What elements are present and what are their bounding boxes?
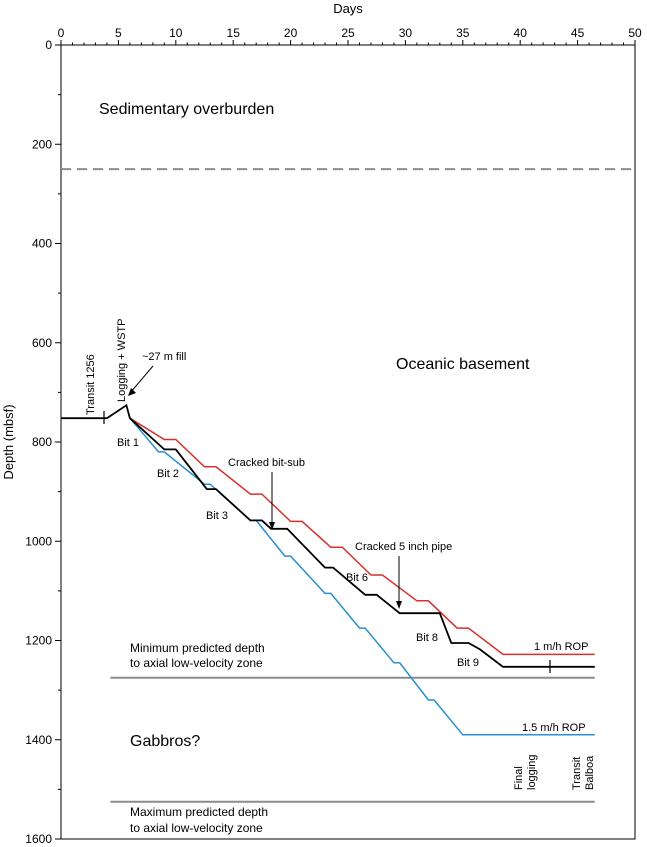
rop1-series-label: 1 m/h ROP xyxy=(534,641,588,653)
x-axis-title: Days xyxy=(333,1,363,16)
y-axis-title: Depth (mbsf) xyxy=(1,404,16,479)
zone-gabbros-label: Gabbros? xyxy=(130,733,200,750)
x-tick-label: 50 xyxy=(628,26,642,40)
zone-basement-label: Oceanic basement xyxy=(396,356,530,373)
y-tick-label: 1000 xyxy=(25,534,52,548)
y-tick-label: 200 xyxy=(32,137,52,151)
x-tick-label: 10 xyxy=(169,26,183,40)
y-tick-label: 400 xyxy=(32,237,52,251)
fill-label: ~27 m fill xyxy=(142,351,186,363)
transit-balboa-label-1: Transit xyxy=(571,757,583,790)
x-tick-label: 40 xyxy=(514,26,528,40)
bit-2-label: Bit 2 xyxy=(157,468,179,480)
boundary-lines xyxy=(61,168,635,803)
series-layer xyxy=(61,403,595,736)
y-tick-label: 1400 xyxy=(25,733,52,747)
plot-frame xyxy=(60,44,636,840)
logging-wstp-label: Logging + WSTP xyxy=(116,319,128,402)
bit-8-label: Bit 8 xyxy=(416,632,438,644)
min-depth-label-line2: to axial low-velocity zone xyxy=(130,656,263,670)
x-tick-label: 5 xyxy=(115,26,122,40)
y-tick-label: 600 xyxy=(32,336,52,350)
series-line-rop15 xyxy=(129,417,595,736)
final-logging-label-2: logging xyxy=(526,755,538,790)
bit-1-label: Bit 1 xyxy=(117,437,139,449)
y-tick-label: 1200 xyxy=(25,634,52,648)
rop15-series-label: 1.5 m/h ROP xyxy=(522,722,586,734)
bit-3-label: Bit 3 xyxy=(206,510,228,522)
x-tick-label: 25 xyxy=(341,26,355,40)
x-tick-label: 0 xyxy=(58,26,65,40)
min-depth-label-line1: Minimum predicted depth xyxy=(130,641,265,655)
x-tick-label: 20 xyxy=(284,26,298,40)
zone-sediment-label: Sedimentary overburden xyxy=(99,101,274,118)
max-depth-label-line1: Maximum predicted depth xyxy=(130,805,268,819)
x-tick-label: 15 xyxy=(227,26,241,40)
max-depth-label-line2: to axial low-velocity zone xyxy=(130,821,263,835)
final-logging-label-1: Final xyxy=(513,766,525,790)
y-tick-label: 0 xyxy=(45,38,52,52)
transit-1256-label: Transit 1256 xyxy=(85,354,97,415)
x-tick-label: 30 xyxy=(399,26,413,40)
series-line-rop1 xyxy=(129,417,595,656)
bit-6-label: Bit 6 xyxy=(346,572,368,584)
cracked-pipe-label: Cracked 5 inch pipe xyxy=(355,541,452,553)
cracked-bit-sub-label: Cracked bit-sub xyxy=(228,457,305,469)
cracked-bit-sub-arrow xyxy=(269,472,275,530)
series-line-actual xyxy=(61,403,595,668)
y-tick-label: 800 xyxy=(32,435,52,449)
fill-arrow xyxy=(128,365,154,396)
x-tick-label: 35 xyxy=(456,26,470,40)
axis-ticks: 0 5 10 15 20 25 30 35 40 45 50 0 200 400 600 800 1000 120… xyxy=(25,26,642,846)
transit-balboa-label-2: Balboa xyxy=(584,755,596,790)
cracked-pipe-arrow xyxy=(396,556,402,609)
y-tick-label: 1600 xyxy=(25,832,52,846)
bit-9-label: Bit 9 xyxy=(457,657,479,669)
x-tick-label: 45 xyxy=(571,26,585,40)
